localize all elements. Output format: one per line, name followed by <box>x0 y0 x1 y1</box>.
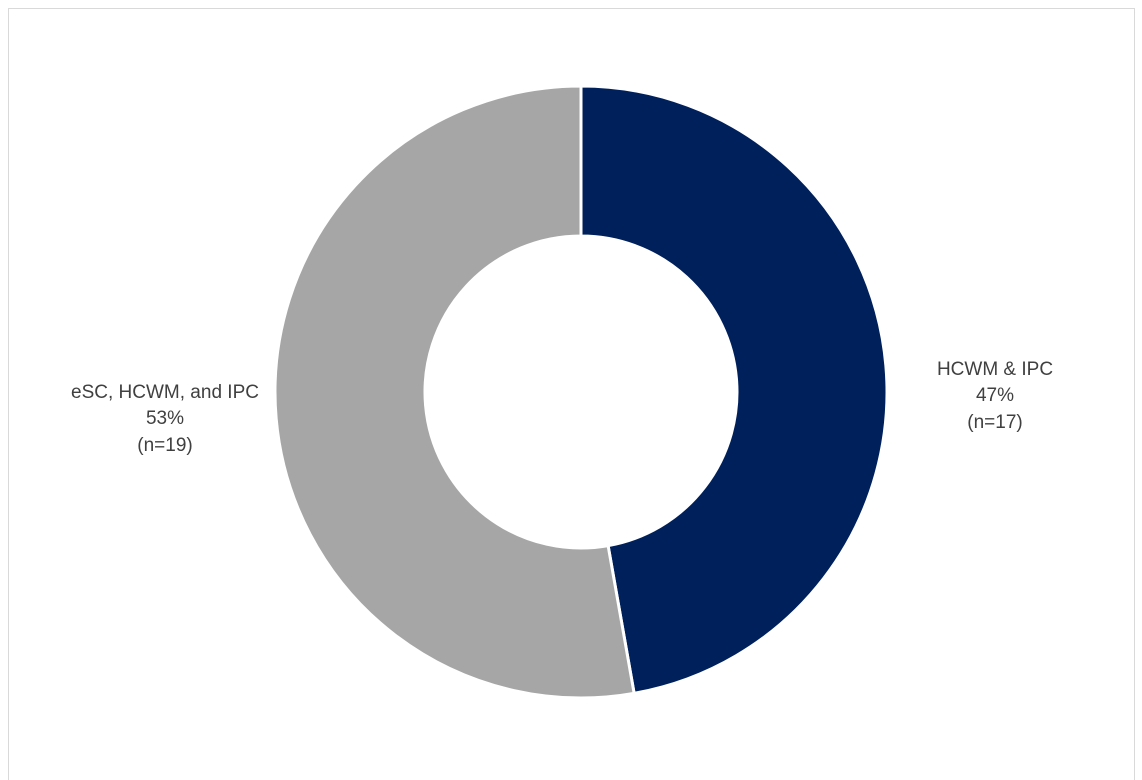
label-hcwm-ipc-percent: 47% <box>976 385 1014 406</box>
label-hcwm-ipc-count: (n=17) <box>967 412 1022 433</box>
label-esc-hcwm-ipc-category: eSC, HCWM, and IPC <box>71 382 259 403</box>
label-esc-hcwm-ipc-count: (n=19) <box>137 435 192 456</box>
donut-slice-hcwm-ipc <box>579 84 889 696</box>
label-hcwm-ipc-category: HCWM & IPC <box>937 359 1053 380</box>
label-esc-hcwm-ipc-percent: 53% <box>146 408 184 429</box>
donut-slice-esc-hcwm-ipc <box>273 84 636 700</box>
chart-frame <box>8 8 1135 780</box>
